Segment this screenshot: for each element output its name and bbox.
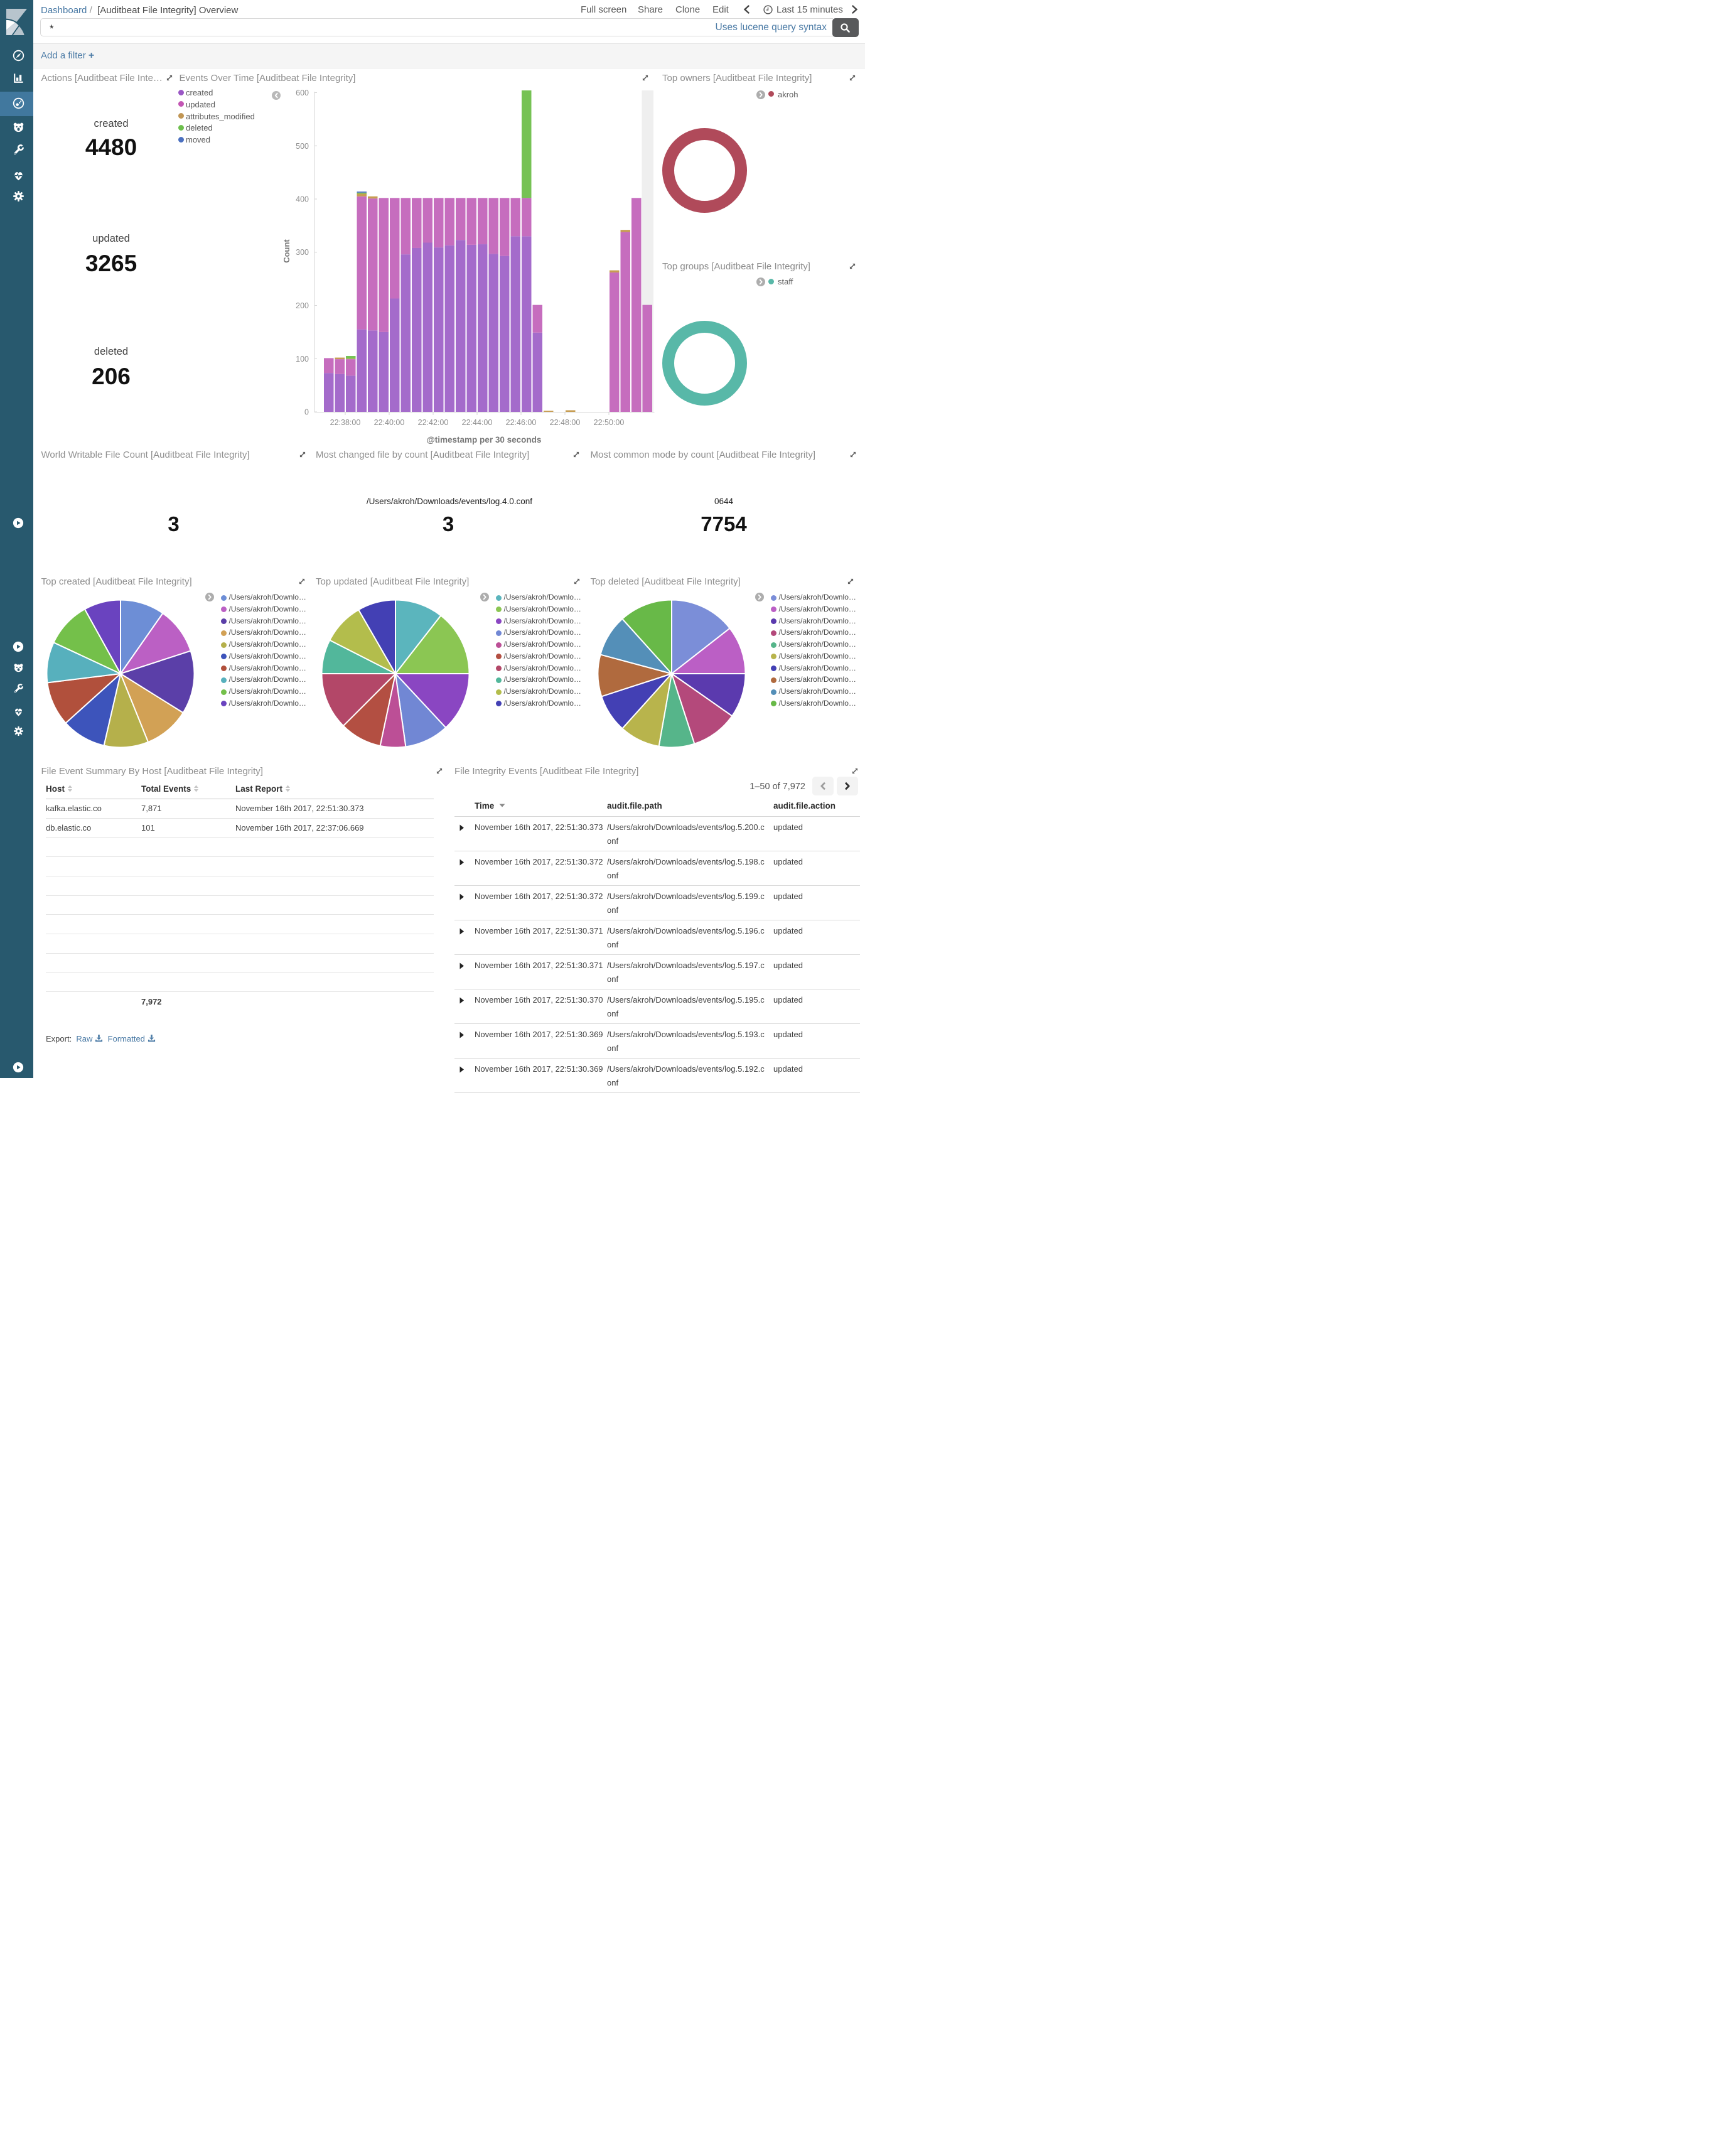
svg-text:200: 200 — [296, 301, 309, 310]
svg-text:0: 0 — [304, 408, 309, 417]
svg-text:22:46:00: 22:46:00 — [506, 418, 537, 427]
svg-text:22:42:00: 22:42:00 — [418, 418, 449, 427]
svg-text:500: 500 — [296, 142, 309, 151]
svg-text:300: 300 — [296, 248, 309, 257]
svg-text:400: 400 — [296, 195, 309, 204]
svg-text:22:50:00: 22:50:00 — [594, 418, 625, 427]
svg-text:@timestamp per 30 seconds: @timestamp per 30 seconds — [427, 435, 542, 445]
svg-text:22:44:00: 22:44:00 — [462, 418, 493, 427]
svg-text:22:48:00: 22:48:00 — [550, 418, 581, 427]
svg-text:Count: Count — [282, 239, 291, 263]
svg-text:22:38:00: 22:38:00 — [330, 418, 361, 427]
svg-text:22:40:00: 22:40:00 — [374, 418, 405, 427]
svg-text:100: 100 — [296, 355, 309, 364]
svg-text:600: 600 — [296, 89, 309, 97]
